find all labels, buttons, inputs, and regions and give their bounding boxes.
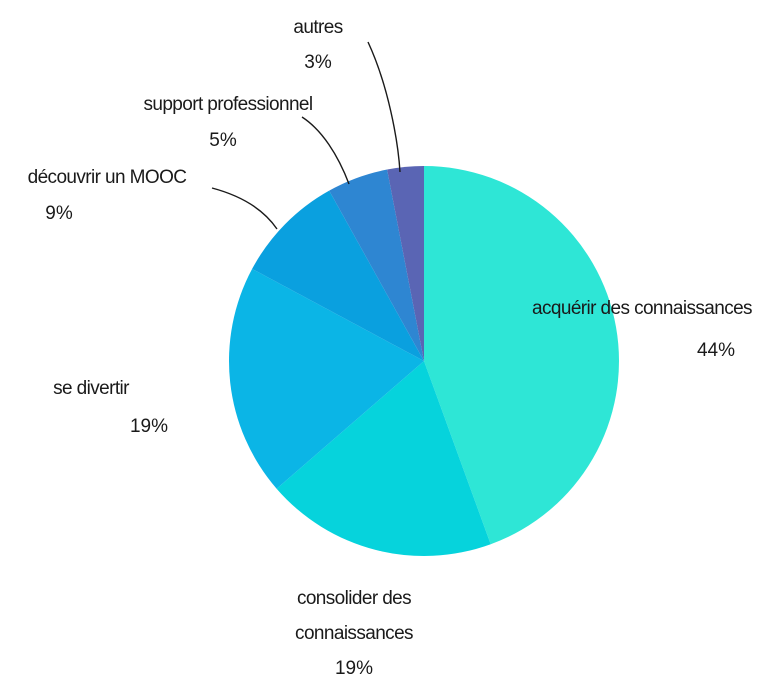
- slice-value-label-autres: 3%: [304, 52, 332, 73]
- slice-label-acquerir-des-connaissances: acquérir des connaissances: [532, 298, 752, 319]
- slice-label-autres: autres: [293, 17, 342, 38]
- slice-value-label-support-professionnel: 5%: [209, 130, 237, 151]
- slice-value-label-acquerir-des-connaissances: 44%: [697, 340, 735, 361]
- pie-slice-acquerir-des-connaissances: [424, 166, 619, 545]
- leader-line-support-professionnel: [301, 116, 350, 185]
- slice-label-consolider-des-connaissances-line-2: connaissances: [295, 623, 413, 644]
- leader-lines: [211, 41, 401, 230]
- pie-slice-support-professionnel: [329, 169, 424, 361]
- pie-slice-consolider-des-connaissances: [276, 361, 491, 556]
- slice-label-se-divertir: se divertir: [53, 378, 130, 399]
- pie-slice-autres: [387, 166, 424, 361]
- pie-slices: [229, 166, 619, 556]
- slice-label-consolider-des-connaissances-line-1: consolider des: [297, 588, 411, 609]
- slice-value-label-decouvrir-un-mooc: 9%: [45, 203, 73, 224]
- slice-labels: acquérir des connaissances 44% consolider …: [28, 17, 753, 677]
- slice-value-label-consolider-des-connaissances: 19%: [335, 658, 373, 677]
- slice-value-label-se-divertir: 19%: [130, 416, 168, 437]
- pie-slice-decouvrir-un-mooc: [252, 190, 424, 361]
- slice-label-decouvrir-un-mooc: découvrir un MOOC: [28, 167, 187, 188]
- leader-line-decouvrir-un-mooc: [211, 187, 278, 230]
- slice-label-support-professionnel: support professionnel: [143, 94, 312, 115]
- leader-line-autres: [367, 41, 401, 173]
- pie-slice-se-divertir: [229, 268, 424, 489]
